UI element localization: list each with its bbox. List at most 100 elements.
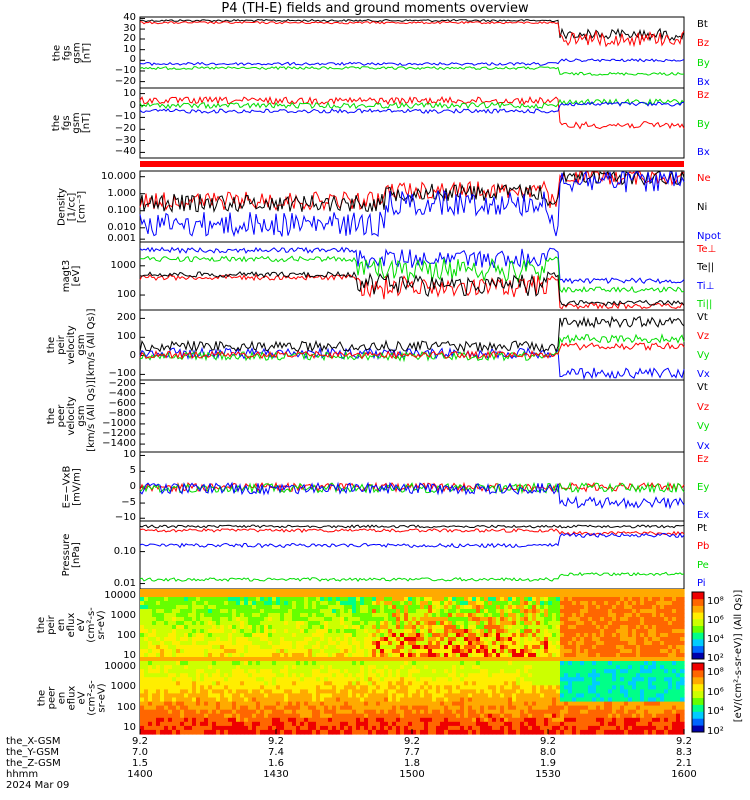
peer-spec-cell — [620, 709, 625, 715]
peir-spec-cell — [160, 653, 165, 658]
peer-spec-cell — [620, 713, 625, 719]
peir-spec-cell — [404, 621, 409, 626]
peer-spec-cell — [180, 721, 185, 727]
peir-spec-cell — [636, 641, 641, 646]
peer-spec-cell — [232, 689, 237, 695]
peir-spec-cell — [420, 633, 425, 638]
peer-spec-cell — [324, 669, 329, 674]
peer-spec-cell — [556, 717, 561, 723]
peer-spec-cell — [656, 685, 661, 690]
peir-spec-cell — [312, 625, 317, 630]
peer-spec-cell — [420, 693, 425, 699]
peir-spec-cell — [552, 629, 557, 634]
peer-spec-cell — [460, 689, 465, 695]
peir-spec-cell — [444, 653, 449, 658]
peer-spec-cell — [292, 669, 297, 674]
peir-spec-cell — [224, 653, 229, 658]
peer-spec-cell — [400, 721, 405, 727]
peir-spec-cell — [664, 657, 669, 662]
peer-spec-cell — [296, 697, 301, 703]
peir-spec-cell — [632, 629, 637, 634]
peer-spec-cell — [420, 713, 425, 719]
peir-spec-cell — [492, 613, 497, 618]
peer-spec-cell — [448, 673, 453, 678]
peir-spec-cell — [280, 589, 285, 594]
peir-spec-cell — [424, 605, 429, 610]
peir-spec-cell — [188, 593, 193, 598]
peer-spec-cell — [512, 729, 517, 735]
peir-spec-cell — [536, 629, 541, 634]
peer-spec-cell — [604, 669, 609, 674]
peer-spec-cell — [424, 705, 429, 711]
peer-spec-cell — [208, 693, 213, 699]
peer-spec-cell — [484, 725, 489, 731]
peer-spec-cell — [508, 661, 513, 666]
peir-spec-cell — [200, 649, 205, 654]
peer-spec-cell — [276, 721, 281, 727]
peir-spec-cell — [440, 617, 445, 622]
peer-spec-cell — [584, 717, 589, 723]
peer-spec-cell — [292, 673, 297, 678]
peer-spec-cell — [544, 709, 549, 715]
peer-spec-cell — [352, 665, 357, 670]
peer-spec-cell — [560, 689, 565, 695]
peer-spec-cell — [220, 669, 225, 674]
peer-spec-cell — [636, 669, 641, 674]
peir-spec-cell — [404, 605, 409, 610]
peer-spec-cell — [200, 685, 205, 690]
peir-spec-cell — [384, 649, 389, 654]
peir-spec-cell — [324, 617, 329, 622]
peir-spec-cell — [320, 637, 325, 642]
peer-spec-cell — [680, 673, 685, 678]
peer-spec-cell — [184, 685, 189, 690]
peir-spec-cell — [612, 649, 617, 654]
peir-spec-cell — [500, 613, 505, 618]
peer-spec-cell — [564, 673, 569, 678]
peer-spec-cell — [412, 681, 417, 686]
peer-spec-cell — [464, 705, 469, 711]
peer-spec-cell — [532, 701, 537, 707]
peer-spec-cell — [596, 689, 601, 695]
peir-spec-cell — [416, 657, 421, 662]
peir-spec-cell — [176, 597, 181, 602]
peer-spec-cell — [472, 689, 477, 695]
peer-spec-cell — [248, 729, 253, 735]
peer-spec-cell — [652, 661, 657, 666]
peir-spec-cell — [644, 613, 649, 618]
peer-spec-cell — [664, 721, 669, 727]
peir-spec-cell — [676, 601, 681, 606]
peir-spec-cell — [476, 629, 481, 634]
peir-spec-cell — [568, 613, 573, 618]
peer-spec-cell — [292, 709, 297, 715]
peir-spec-cell — [192, 621, 197, 626]
peer-spec-cell — [576, 693, 581, 699]
peer-spec-cell — [360, 661, 365, 666]
peer-spec-cell — [300, 717, 305, 723]
peir-spec-cell — [328, 649, 333, 654]
peer-spec-cell — [648, 681, 653, 686]
peir-spec-cell — [440, 601, 445, 606]
peer-spec-cell — [176, 705, 181, 711]
peir-spec-cell — [648, 621, 653, 626]
peer-spec-cell — [676, 701, 681, 707]
peir-spec-cell — [620, 625, 625, 630]
peer-spec-cell — [560, 701, 565, 707]
peer-spec-cell — [284, 729, 289, 735]
peir-spec-cell — [236, 621, 241, 626]
peir-spec-cell — [224, 649, 229, 654]
peer-spec-cell — [212, 729, 217, 735]
peer-spec-cell — [388, 677, 393, 682]
peir-spec-cell — [496, 605, 501, 610]
peir-spec-cell — [480, 597, 485, 602]
peir-spec-cell — [228, 657, 233, 662]
peer-spec-cell — [524, 665, 529, 670]
peir-spec-cell — [488, 641, 493, 646]
peer-spec-cell — [284, 709, 289, 715]
peir-spec-cell — [400, 593, 405, 598]
peir-spec-cell — [664, 649, 669, 654]
peir-spec-cell — [192, 597, 197, 602]
peir-spec-cell — [180, 653, 185, 658]
peir-spec-cell — [384, 633, 389, 638]
peer-spec-cell — [596, 685, 601, 690]
peer-spec-cell — [384, 673, 389, 678]
